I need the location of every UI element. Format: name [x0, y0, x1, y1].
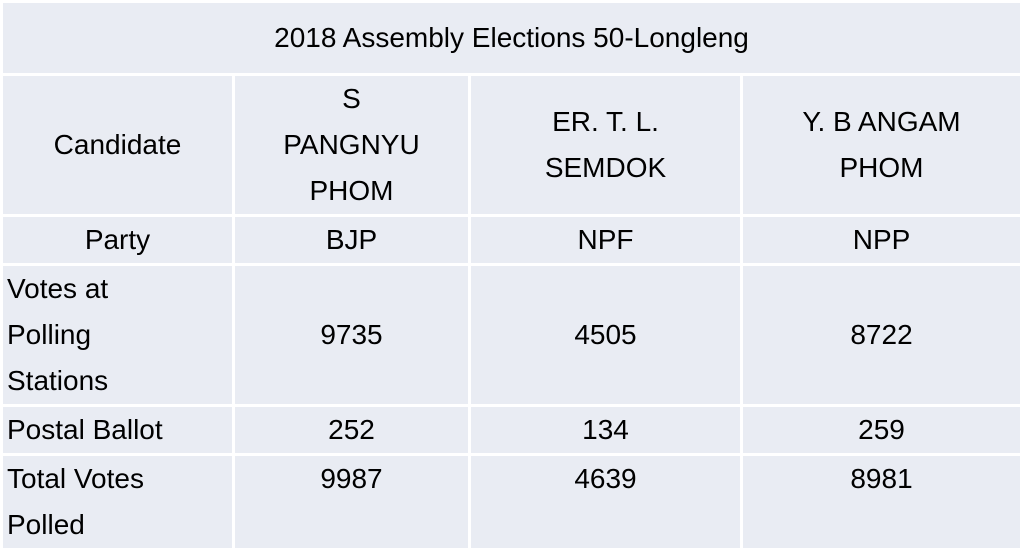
cell: 8722 — [739, 263, 1024, 407]
row-label: Votes at Polling Stations — [0, 263, 235, 407]
row: Votes at Polling Stations 9735 4505 8722 — [0, 263, 1024, 407]
row-label: Postal Ballot — [0, 404, 235, 456]
row: Candidate S PANGNYU PHOM ER. T. L. SEMDO… — [0, 73, 1024, 217]
cell: NPP — [739, 214, 1024, 266]
cell: 4639 — [468, 453, 743, 551]
cell: ER. T. L. SEMDOK — [468, 73, 743, 217]
row: Party BJP NPF NPP — [0, 214, 1024, 266]
title-row: 2018 Assembly Elections 50-Longleng — [0, 0, 1024, 76]
cell: S PANGNYU PHOM — [232, 73, 471, 217]
cell: 252 — [232, 404, 471, 456]
cell: 4505 — [468, 263, 743, 407]
row: Total Votes Polled 9987 4639 8981 — [0, 453, 1024, 551]
cell: 259 — [739, 404, 1024, 456]
row: Postal Ballot 252 134 259 — [0, 404, 1024, 456]
cell: 134 — [468, 404, 743, 456]
row-label: Party — [0, 214, 235, 266]
cell: 8981 — [739, 453, 1024, 551]
cell: 9735 — [232, 263, 471, 407]
row-label: Candidate — [0, 73, 235, 217]
cell: Y. B ANGAM PHOM — [739, 73, 1024, 217]
table-title: 2018 Assembly Elections 50-Longleng — [0, 0, 1024, 76]
cell: NPF — [468, 214, 743, 266]
row-label: Total Votes Polled — [0, 453, 235, 551]
cell: 9987 — [232, 453, 471, 551]
cell: BJP — [232, 214, 471, 266]
